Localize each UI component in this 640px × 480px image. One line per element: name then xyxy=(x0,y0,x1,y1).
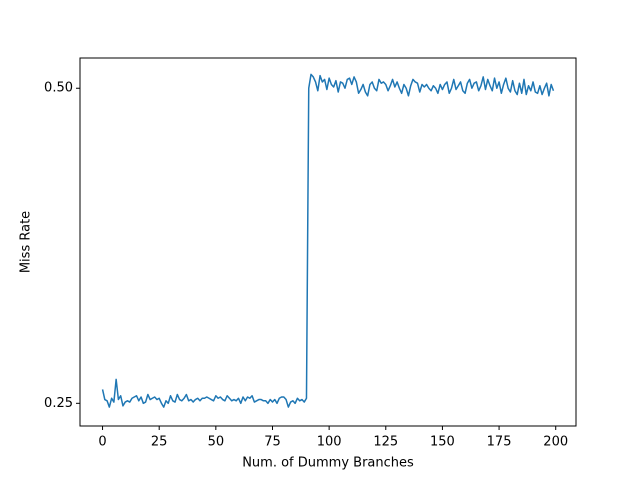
data-line xyxy=(101,73,555,408)
x-tick-label: 125 xyxy=(373,435,398,450)
x-tick-label: 175 xyxy=(487,435,512,450)
x-axis-label: Num. of Dummy Branches xyxy=(242,456,414,471)
x-tick-label: 150 xyxy=(430,435,455,450)
x-tick-label: 0 xyxy=(98,435,106,450)
x-tick-label: 50 xyxy=(208,435,225,450)
x-tick-label: 200 xyxy=(543,435,568,450)
x-tick-label: 100 xyxy=(317,435,342,450)
y-axis-label: Miss Rate xyxy=(19,211,34,273)
x-tick-label: 75 xyxy=(264,435,281,450)
axes-frame xyxy=(79,57,577,427)
x-tick-label: 25 xyxy=(151,435,168,450)
y-tick-label: 0.50 xyxy=(44,81,73,96)
y-tick-label: 0.25 xyxy=(44,396,73,411)
